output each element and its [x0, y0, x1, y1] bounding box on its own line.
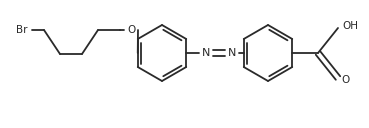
- Text: OH: OH: [342, 21, 358, 31]
- Text: O: O: [127, 25, 135, 35]
- Text: N: N: [228, 48, 236, 58]
- Text: O: O: [342, 75, 350, 85]
- Text: N: N: [202, 48, 210, 58]
- Text: Br: Br: [16, 25, 28, 35]
